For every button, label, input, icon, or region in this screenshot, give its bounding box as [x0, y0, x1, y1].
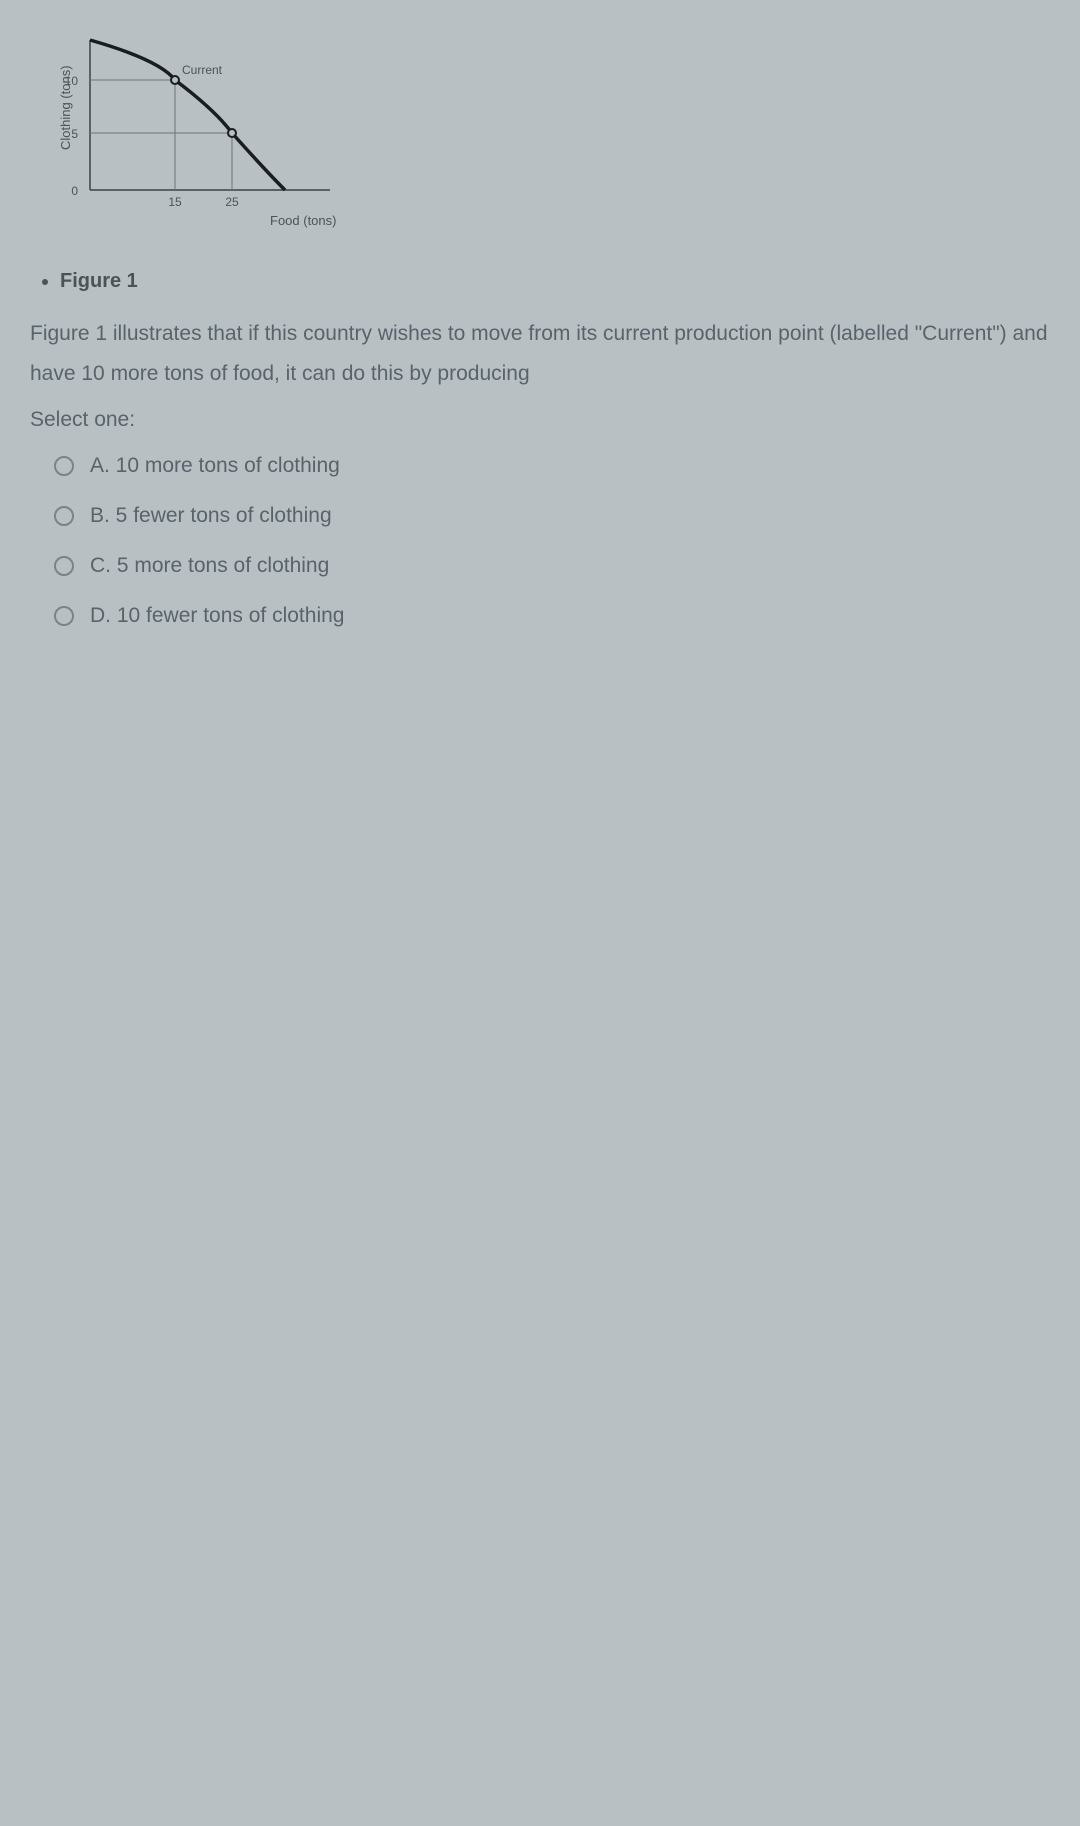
figure-label-list: Figure 1 [60, 270, 1050, 293]
option-b-text: B. 5 fewer tons of clothing [90, 504, 332, 528]
select-one-label: Select one: [30, 408, 1050, 432]
option-a[interactable]: A. 10 more tons of clothing [54, 454, 1050, 478]
question-line-2: have 10 more tons of food, it can do thi… [30, 357, 1050, 391]
current-point-label: Current [182, 63, 223, 77]
radio-icon[interactable] [54, 506, 74, 526]
y-axis-label: Clothing (tons) [58, 65, 73, 150]
svg-text:0: 0 [71, 184, 78, 198]
radio-icon[interactable] [54, 606, 74, 626]
option-b[interactable]: B. 5 fewer tons of clothing [54, 504, 1050, 528]
option-d[interactable]: D. 10 fewer tons of clothing [54, 604, 1050, 628]
question-line-1: Figure 1 illustrates that if this countr… [30, 317, 1050, 351]
chart-container: Clothing (tons) 10 5 0 Current 15 25 [50, 30, 1050, 230]
svg-text:25: 25 [225, 195, 239, 209]
figure-label: Figure 1 [60, 270, 1050, 293]
option-a-text: A. 10 more tons of clothing [90, 454, 340, 478]
options-group: A. 10 more tons of clothing B. 5 fewer t… [54, 454, 1050, 628]
option-c[interactable]: C. 5 more tons of clothing [54, 554, 1050, 578]
option-d-text: D. 10 fewer tons of clothing [90, 604, 344, 628]
radio-icon[interactable] [54, 456, 74, 476]
ppf-chart: Clothing (tons) 10 5 0 Current 15 25 [50, 30, 370, 230]
radio-icon[interactable] [54, 556, 74, 576]
svg-text:15: 15 [168, 195, 182, 209]
x-axis-label: Food (tons) [270, 213, 336, 228]
chart-svg: 10 5 0 Current 15 25 Food (tons) [50, 30, 370, 240]
option-c-text: C. 5 more tons of clothing [90, 554, 329, 578]
